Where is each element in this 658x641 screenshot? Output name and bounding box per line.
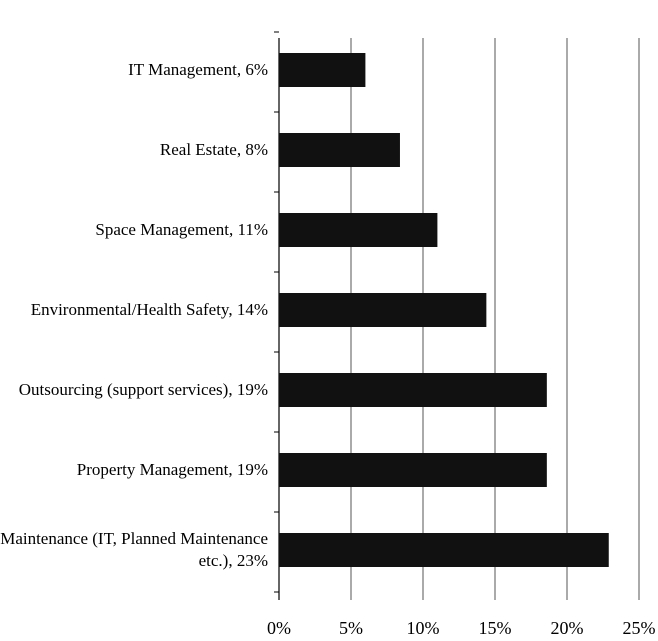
x-tick-label: 25% [623,618,656,638]
bar [279,53,366,87]
y-tick-label: IT Management, 6% [128,60,268,79]
x-tick-label: 5% [339,618,363,638]
bar [279,213,438,247]
bar [279,453,547,487]
y-tick-label: Outsourcing (support services), 19% [18,380,268,399]
bar [279,293,487,327]
bar [279,533,609,567]
y-tick-label: Real Estate, 8% [159,140,268,159]
x-tick-label: 20% [551,618,584,638]
x-tick-label: 0% [267,618,291,638]
y-tick-label: Property Management, 19% [76,460,268,479]
x-tick-label: 15% [479,618,512,638]
x-tick-label: 10% [407,618,440,638]
bar [279,373,547,407]
y-tick-label: Environmental/Health Safety, 14% [30,300,268,319]
bar [279,133,400,167]
y-tick-label: Space Management, 11% [95,220,268,239]
y-tick-label: Maintenance (IT, Planned Maintenance etc… [0,529,268,570]
